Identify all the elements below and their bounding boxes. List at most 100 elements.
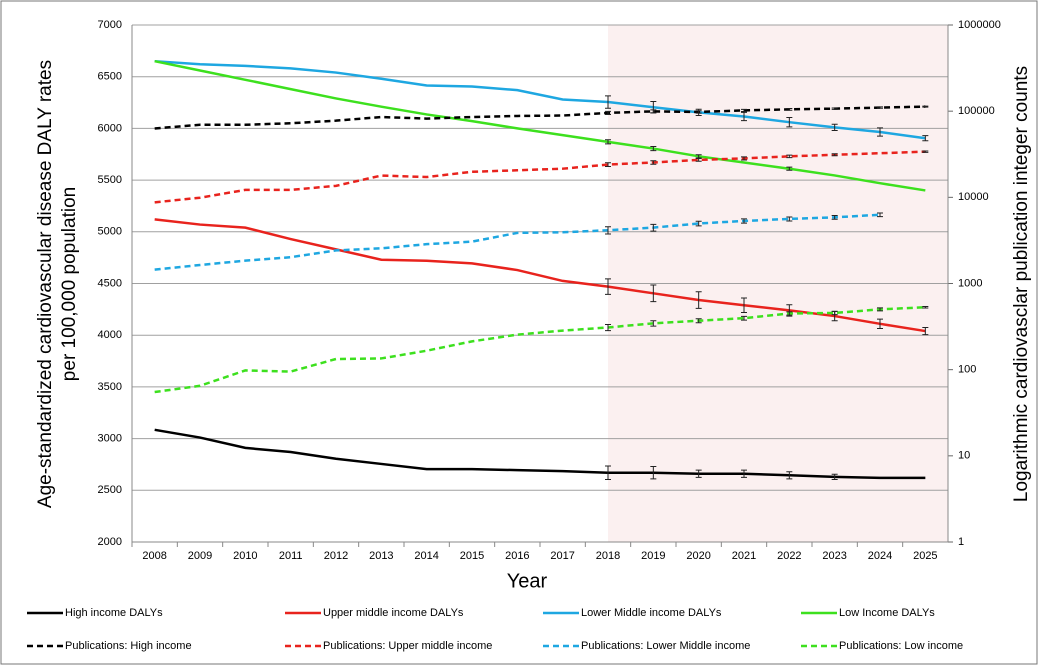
error-bar <box>922 150 929 153</box>
error-bar <box>741 315 747 321</box>
error-bar <box>605 465 611 480</box>
y-tick-label: 4500 <box>98 277 122 289</box>
x-tick-label: 2020 <box>686 550 710 562</box>
x-tick-label: 2017 <box>550 550 574 562</box>
error-bar <box>741 218 747 224</box>
y-tick-label: 4000 <box>98 329 122 341</box>
y-tick-label: 3000 <box>98 433 122 445</box>
x-tick-label: 2009 <box>188 550 212 562</box>
error-bar <box>741 469 747 478</box>
error-bar <box>922 306 929 309</box>
error-bar <box>786 216 793 222</box>
error-bar <box>831 214 838 220</box>
error-bar <box>695 158 702 162</box>
error-bar <box>695 291 702 309</box>
x-tick-label: 2014 <box>414 550 438 562</box>
error-bar <box>877 127 883 137</box>
error-bar <box>786 311 793 316</box>
error-bar <box>650 109 657 114</box>
x-tick-label: 2008 <box>142 550 166 562</box>
series-line <box>154 428 926 480</box>
series-line <box>154 306 926 394</box>
legend-label: Publications: Upper middle income <box>323 640 492 652</box>
error-bar <box>877 307 883 312</box>
error-bar <box>786 154 793 159</box>
error-bar <box>877 212 883 218</box>
error-bar <box>695 220 702 227</box>
x-tick-label: 2013 <box>369 550 393 562</box>
error-bar <box>695 154 702 159</box>
error-bar <box>922 135 929 142</box>
legend-label: Low Income DALYs <box>839 607 935 619</box>
legend-label: Lower Middle income DALYs <box>581 607 722 619</box>
y-tick-label: 2500 <box>98 484 122 496</box>
x-axis-title: Year <box>507 570 548 592</box>
x-tick-label: 2024 <box>868 550 892 562</box>
error-bar <box>650 466 657 480</box>
y2-tick-label: 100000 <box>958 105 995 117</box>
series-line <box>154 59 926 192</box>
y-tick-label: 5500 <box>98 174 122 186</box>
y-tick-label: 6500 <box>98 71 122 83</box>
error-bar <box>786 117 793 128</box>
y-tick-label: 2000 <box>98 536 122 548</box>
y-tick-label: 7000 <box>98 19 122 31</box>
x-tick-label: 2025 <box>913 550 937 562</box>
error-bar <box>605 162 611 167</box>
y-axis-title: per 100,000 population <box>59 187 80 381</box>
x-tick-label: 2010 <box>233 550 257 562</box>
error-bar <box>877 106 883 109</box>
y2-axis-title: Logarithmic cardiovasclar publication in… <box>1011 66 1032 502</box>
error-bar <box>605 226 611 235</box>
legend-label: Publications: Lower Middle income <box>581 640 750 652</box>
error-bar <box>786 471 793 480</box>
error-bar <box>650 320 657 327</box>
x-tick-label: 2019 <box>641 550 665 562</box>
error-bar <box>605 110 611 115</box>
legend-label: Upper middle income DALYs <box>323 607 464 619</box>
series-line <box>154 213 881 271</box>
y-tick-label: 5000 <box>98 226 122 238</box>
y-axis-title: Age-standardized cardiovascular disease … <box>35 60 56 508</box>
error-bar <box>605 324 611 332</box>
y-tick-label: 3500 <box>98 381 122 393</box>
error-bar <box>741 108 747 113</box>
y2-tick-label: 10000 <box>958 191 989 203</box>
error-bar <box>695 110 702 114</box>
y2-tick-label: 1 <box>958 536 964 548</box>
error-bar <box>650 160 657 165</box>
series-line <box>154 150 926 204</box>
error-bar <box>605 278 611 295</box>
error-bar <box>922 105 929 108</box>
series-line <box>154 59 926 140</box>
error-bar <box>741 156 747 161</box>
y2-tick-label: 100 <box>958 364 976 376</box>
legend-label: Publications: High income <box>65 640 192 652</box>
error-bar <box>922 326 929 336</box>
error-bar <box>650 284 657 303</box>
error-bar <box>786 166 793 171</box>
error-bar <box>650 223 657 232</box>
error-bar <box>741 297 747 313</box>
legend-label: High income DALYs <box>65 607 163 619</box>
error-bar <box>786 107 793 111</box>
x-tick-label: 2011 <box>279 550 303 562</box>
x-tick-label: 2023 <box>822 550 846 562</box>
error-bar <box>831 153 838 157</box>
x-tick-label: 2012 <box>324 550 348 562</box>
error-bar <box>831 123 838 131</box>
legend-label: Publications: Low income <box>839 640 963 652</box>
error-bar <box>605 139 611 145</box>
series-line <box>154 105 926 130</box>
error-bar <box>877 318 883 329</box>
x-tick-label: 2022 <box>777 550 801 562</box>
y2-tick-label: 1000 <box>958 277 982 289</box>
y2-tick-label: 10 <box>958 450 970 462</box>
x-tick-label: 2018 <box>596 550 620 562</box>
series-line <box>154 218 926 333</box>
x-tick-label: 2016 <box>505 550 529 562</box>
x-tick-label: 2015 <box>460 550 484 562</box>
error-bar <box>831 473 838 480</box>
error-bar <box>831 310 838 316</box>
